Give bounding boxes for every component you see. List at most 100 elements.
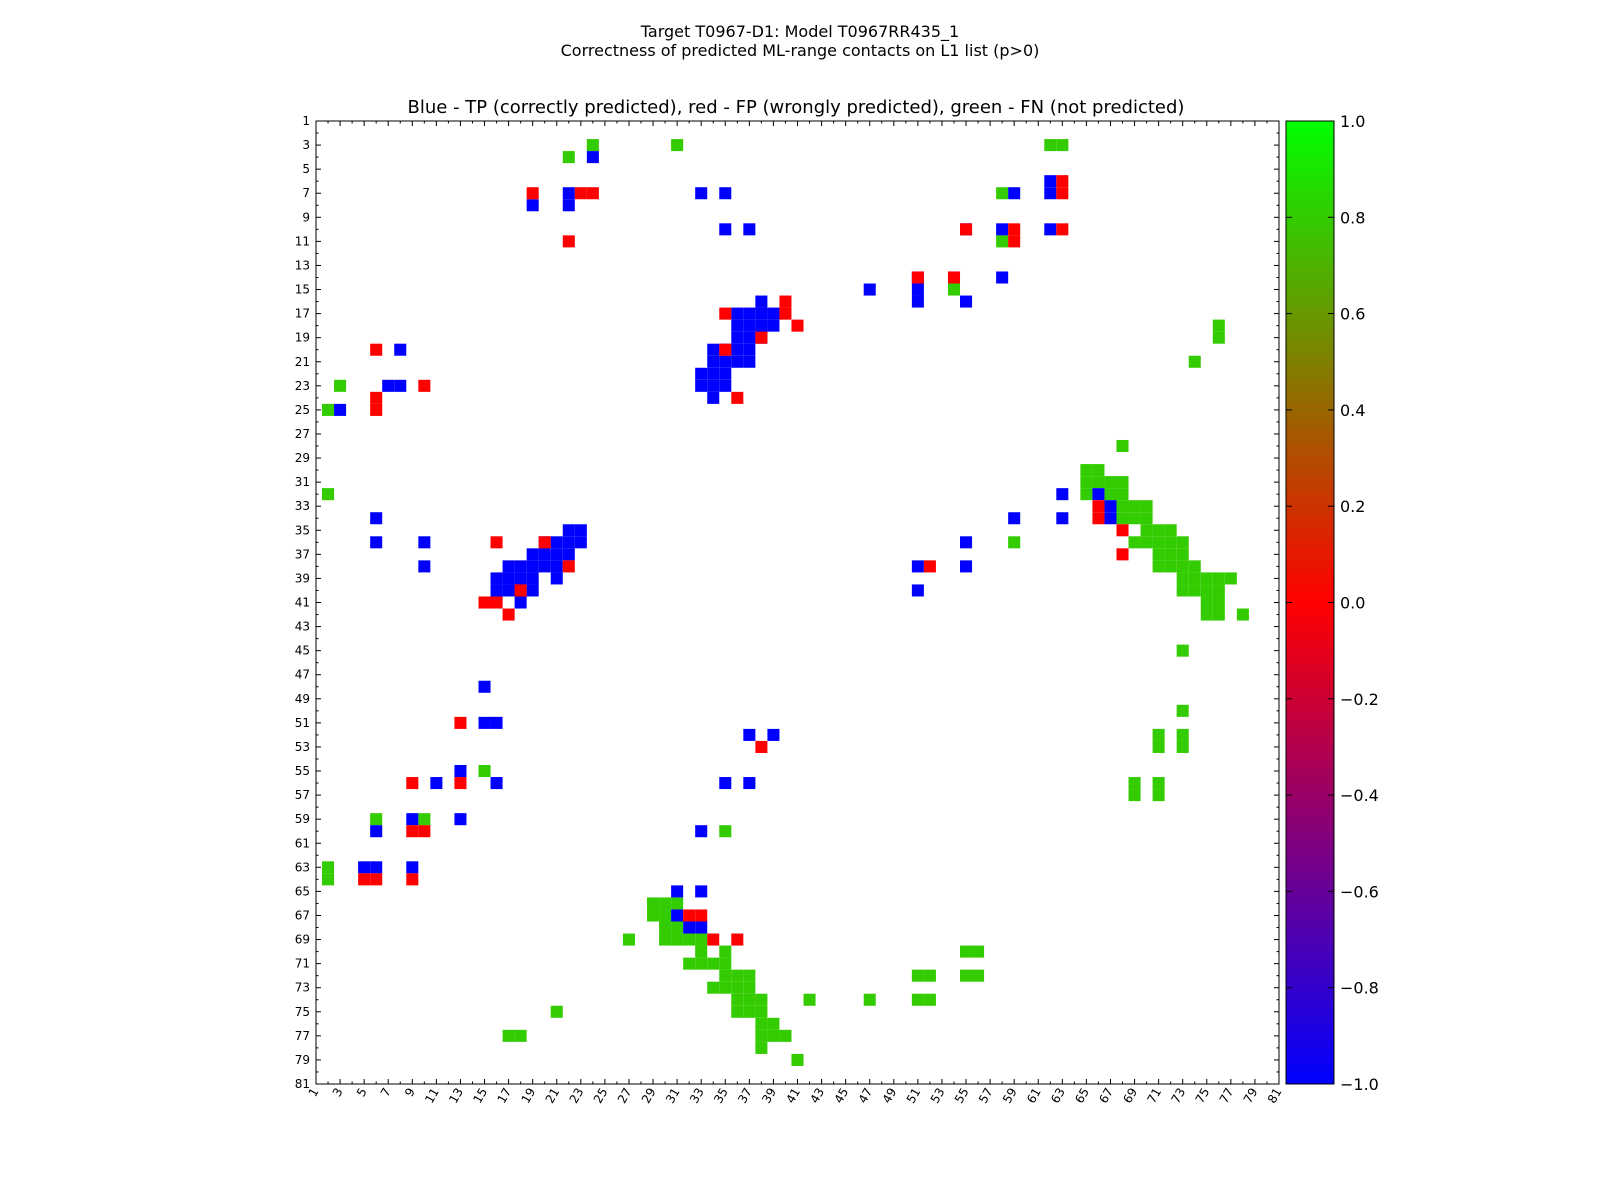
cell-fn (743, 969, 756, 982)
cell-fn (719, 981, 732, 994)
cell-fn (647, 897, 660, 910)
cell-fn (1164, 548, 1177, 561)
cell-fn (1164, 524, 1177, 537)
cell-tp (707, 367, 720, 380)
cell-fn (695, 933, 708, 946)
cell-tp (960, 560, 973, 573)
x-tick-label: 3 (330, 1086, 346, 1100)
cell-tp (1056, 488, 1069, 501)
cell-fn (1176, 548, 1189, 561)
y-tick-label: 1 (302, 114, 310, 128)
cell-fn (1200, 608, 1213, 621)
x-tick-label: 61 (1024, 1086, 1044, 1106)
cell-tp (1104, 512, 1117, 525)
cell-fp (1092, 500, 1105, 513)
cell-fn (1152, 548, 1165, 561)
cell-fn (370, 813, 383, 826)
colorbar-tick-label: 0.0 (1340, 594, 1365, 613)
cell-fp (1116, 548, 1129, 561)
cell-tp (960, 536, 973, 549)
cell-tp (514, 572, 527, 585)
cell-tp (526, 584, 539, 597)
cell-tp (719, 355, 732, 368)
cell-tp (490, 572, 503, 585)
x-tick-label: 73 (1169, 1086, 1189, 1106)
cell-fp (1056, 175, 1069, 188)
cell-fn (322, 873, 335, 886)
cell-fn (923, 969, 936, 982)
cell-tp (911, 560, 924, 573)
cell-tp (382, 379, 395, 392)
cell-fn (502, 1029, 515, 1042)
x-tick-label: 67 (1096, 1086, 1116, 1106)
cell-tp (767, 728, 780, 741)
cell-tp (418, 536, 431, 549)
cell-tp (370, 512, 383, 525)
cell-tp (743, 343, 756, 356)
cell-fn (1128, 777, 1141, 790)
cell-tp (743, 777, 756, 790)
cell-fn (1140, 500, 1153, 513)
cell-fp (707, 933, 720, 946)
cell-fp (406, 777, 419, 790)
x-tick-label: 29 (639, 1086, 659, 1106)
cell-fn (671, 921, 684, 934)
x-tick-label: 65 (1072, 1086, 1092, 1106)
cell-fn (695, 957, 708, 970)
cell-fp (719, 307, 732, 320)
cell-fn (743, 981, 756, 994)
cell-fp (370, 391, 383, 404)
colorbar-tick-label: −0.6 (1340, 882, 1379, 901)
cell-fn (911, 993, 924, 1006)
cell-tp (526, 572, 539, 585)
x-tick-label: 7 (378, 1086, 394, 1100)
cell-fp (406, 825, 419, 838)
cell-fn (1128, 512, 1141, 525)
colorbar-tick-label: −0.8 (1340, 979, 1379, 998)
x-tick-label: 23 (567, 1086, 587, 1106)
cell-tp (1104, 500, 1117, 513)
cell-fn (731, 1005, 744, 1018)
cell-tp (1044, 175, 1057, 188)
cell-tp (454, 765, 467, 778)
cell-fn (1212, 584, 1225, 597)
axes: 1133557799111113131515171719192121232325… (295, 114, 1285, 1106)
cell-fn (1188, 572, 1201, 585)
cell-fn (1152, 740, 1165, 753)
cell-fp (502, 608, 515, 621)
x-tick-label: 53 (928, 1086, 948, 1106)
x-tick-label: 19 (519, 1086, 539, 1106)
cell-fn (719, 969, 732, 982)
cell-tp (562, 548, 575, 561)
cell-tp (370, 861, 383, 874)
y-tick-label: 3 (302, 138, 310, 152)
y-tick-label: 73 (295, 981, 310, 995)
cell-fp (538, 536, 551, 549)
cell-fp (1116, 524, 1129, 537)
cell-fp (370, 343, 383, 356)
cell-fn (779, 1029, 792, 1042)
cell-tp (719, 367, 732, 380)
cell-tp (695, 367, 708, 380)
cell-tp (562, 187, 575, 200)
cell-fp (370, 403, 383, 416)
cell-fn (659, 897, 672, 910)
cell-tp (1056, 512, 1069, 525)
cell-fn (960, 969, 973, 982)
cell-fp (490, 596, 503, 609)
cell-fp (1056, 187, 1069, 200)
cell-fn (1152, 560, 1165, 573)
colorbar: 1.0 0.8 0.6 0.4 0.2 0.0 −0.2 −0.4 −0.6 −0.8 −1.0 (1285, 112, 1379, 1094)
cell-fn (1116, 488, 1129, 501)
cell-tp (719, 187, 732, 200)
cell-fn (1080, 464, 1093, 477)
cell-fn (719, 957, 732, 970)
y-tick-label: 77 (295, 1029, 310, 1043)
cell-fn (1152, 728, 1165, 741)
y-tick-label: 51 (295, 716, 310, 730)
cell-tp (719, 777, 732, 790)
cell-fp (418, 825, 431, 838)
x-tick-label: 35 (711, 1086, 731, 1106)
cell-fn (334, 379, 347, 392)
x-tick-label: 71 (1144, 1086, 1164, 1106)
